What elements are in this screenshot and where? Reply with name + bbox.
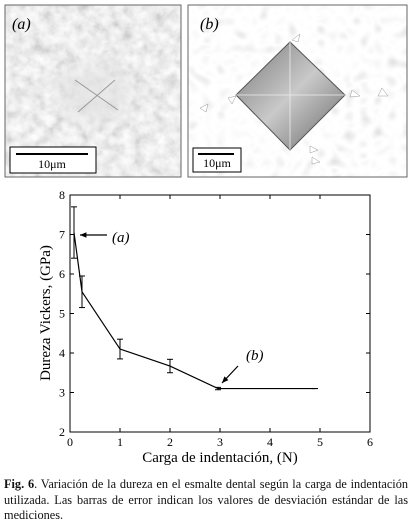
- x-tick-label: 3: [217, 435, 223, 449]
- annotation-label: (b): [246, 348, 264, 364]
- x-tick-label: 0: [67, 435, 73, 449]
- annotation-arrowhead: [80, 232, 87, 238]
- panel-border: [187, 4, 408, 178]
- y-tick-label: 2: [59, 425, 65, 439]
- error-bar: [71, 206, 77, 259]
- y-axis-label: Dureza Vickers, (GPa): [38, 245, 54, 381]
- caption-label: Fig. 6: [4, 477, 35, 491]
- caption-text: . Variación de la dureza en el esmalte d…: [4, 477, 408, 522]
- panel-label: (b): [200, 16, 219, 33]
- micrograph-a: (a) 10μm: [4, 4, 182, 178]
- crack-markers: [199, 33, 389, 165]
- indent-diagonal: [77, 79, 116, 113]
- micrograph-b: (b) 10μm: [187, 4, 408, 178]
- data-line: [73, 232, 315, 390]
- error-bar: [215, 386, 221, 391]
- x-tick-label: 5: [317, 435, 323, 449]
- x-axis-label: Carga de indentación, (N): [142, 450, 298, 466]
- x-tick-label: 4: [267, 435, 273, 449]
- error-bar: [79, 275, 85, 309]
- error-bar: [117, 338, 123, 360]
- scale-label: 10μm: [38, 157, 66, 171]
- y-tick-label: 4: [59, 346, 65, 360]
- indent-zone: [47, 55, 143, 135]
- indent-diagonal: [74, 79, 119, 111]
- y-tick-label: 5: [59, 307, 65, 321]
- panel-label: (a): [12, 16, 31, 33]
- y-tick-label: 7: [59, 228, 65, 242]
- annotation-arrowhead: [222, 376, 229, 383]
- error-bar: [167, 358, 173, 374]
- scale-box: [192, 147, 242, 173]
- scale-label: 10μm: [203, 156, 231, 170]
- y-tick-label: 6: [59, 267, 65, 281]
- figure: (a) 10μm (b) 10μm Carga de indentación, …: [4, 4, 408, 466]
- scale-box: [9, 146, 97, 174]
- caption: Fig. 6. Variación de la dureza en el esm…: [4, 477, 408, 524]
- y-tick-label: 8: [59, 188, 65, 202]
- x-tick-label: 2: [167, 435, 173, 449]
- y-tick-label: 3: [59, 386, 65, 400]
- x-tick-label: 6: [367, 435, 373, 449]
- x-tick-label: 1: [117, 435, 123, 449]
- annotation-label: (a): [112, 230, 130, 246]
- panel-border: [4, 4, 182, 178]
